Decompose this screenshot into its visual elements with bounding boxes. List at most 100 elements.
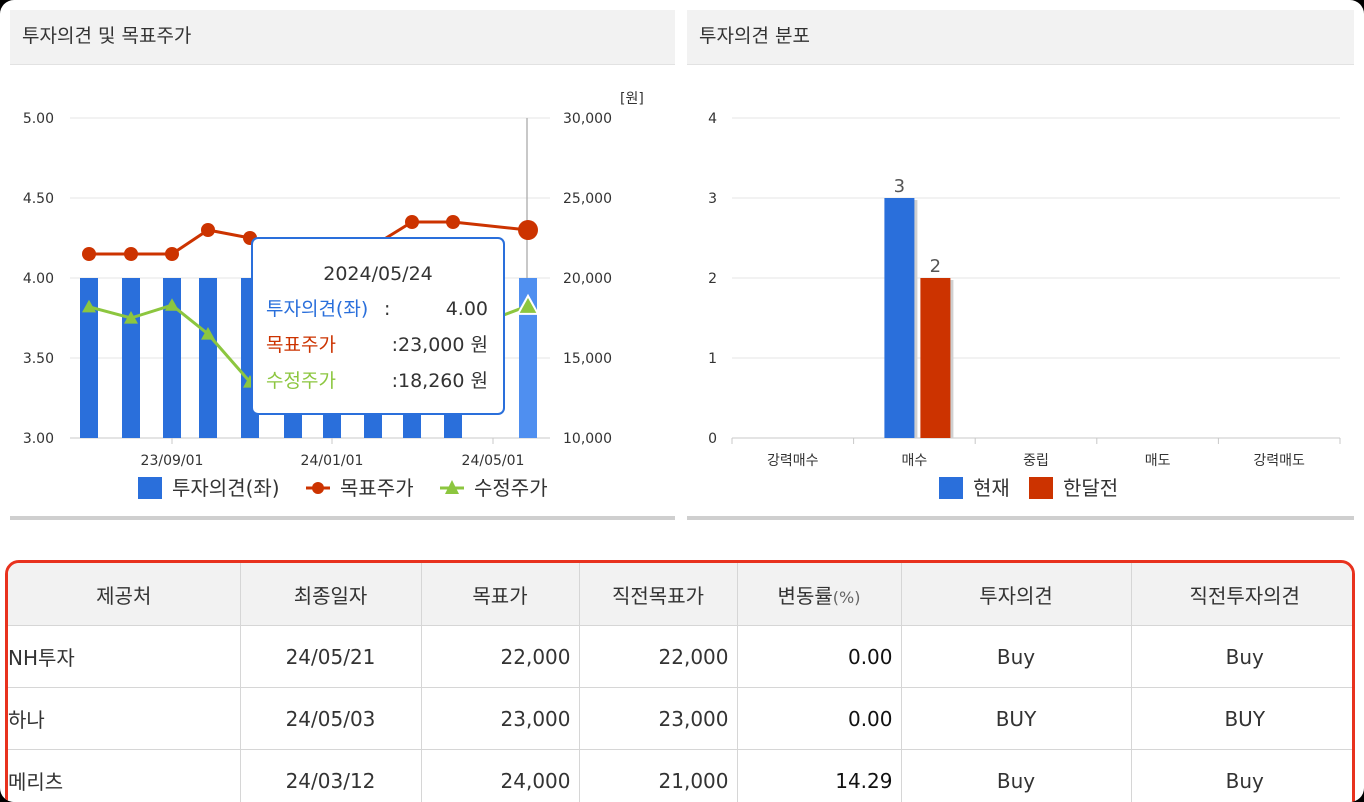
prev-opinion-cell: BUY xyxy=(1131,687,1352,750)
adjusted-price-point[interactable] xyxy=(165,298,179,311)
tooltip-colon: : xyxy=(384,298,390,320)
y-right-tick-label: 30,000 xyxy=(563,111,612,127)
y-right-tick-label: 20,000 xyxy=(563,271,612,287)
y-left-tick-label: 4.50 xyxy=(23,191,54,207)
opinion-bar[interactable] xyxy=(163,278,181,438)
adjusted-price-point[interactable] xyxy=(82,299,96,313)
y-tick-label: 4 xyxy=(708,111,717,127)
adjusted-price-point[interactable] xyxy=(201,327,215,340)
legend-item[interactable]: 현재 xyxy=(939,476,1010,500)
x-tick-label: 23/09/01 xyxy=(141,453,204,469)
tooltip-value: :23,000 원 xyxy=(392,334,488,356)
legend-label: 목표주가 xyxy=(340,476,414,500)
y-left-tick-label: 3.50 xyxy=(23,351,54,367)
adjusted-price-point[interactable] xyxy=(516,293,540,315)
provider-cell: 하나 xyxy=(8,687,241,750)
header-change-unit: (%) xyxy=(832,587,861,607)
tooltip-box xyxy=(251,237,505,415)
target-price-cell: 24,000 xyxy=(421,749,580,802)
distribution-bar[interactable] xyxy=(884,198,915,438)
legend-item[interactable]: 한달전 xyxy=(1029,476,1118,500)
table-row[interactable]: NH투자 24/05/21 22,000 22,000 0.00 Buy Buy xyxy=(8,625,1352,688)
table-row[interactable]: 메리츠 24/03/12 24,000 21,000 14.29 Buy Buy xyxy=(8,749,1352,802)
prev-target-price-cell: 23,000 xyxy=(579,687,738,750)
target-price-point[interactable] xyxy=(446,215,460,229)
x-tick-label: 강력매수 xyxy=(767,453,819,469)
target-price-point[interactable] xyxy=(82,247,96,261)
date-cell: 24/05/03 xyxy=(240,687,422,750)
legend-swatch xyxy=(939,477,963,499)
y-tick-label: 2 xyxy=(708,271,717,287)
x-tick-label: 중립 xyxy=(1023,453,1049,469)
target-price-cell: 23,000 xyxy=(421,687,580,750)
date-cell: 24/03/12 xyxy=(240,749,422,802)
header-change-label: 변동률 xyxy=(777,583,833,608)
prev-target-price-cell: 21,000 xyxy=(579,749,738,802)
opinion-bar[interactable] xyxy=(80,278,98,438)
table-header-row: 제공처 최종일자 목표가 직전목표가 변동률(%) 투자의견 직전투자의견 xyxy=(8,563,1352,626)
header-change[interactable]: 변동률(%) xyxy=(737,563,902,626)
x-tick-label: 강력매도 xyxy=(1253,453,1305,469)
opinion-cell: BUY xyxy=(901,687,1132,750)
panel-divider xyxy=(687,516,1354,520)
change-rate-cell: 0.00 xyxy=(737,625,902,688)
target-price-point[interactable] xyxy=(165,247,179,261)
distribution-bar[interactable] xyxy=(920,278,951,438)
chart-tooltip: 2024/05/24 투자의견(좌): 4.00 목표주가:23,000 원수정주가:… xyxy=(251,237,505,415)
tooltip-value: :18,260 원 xyxy=(392,370,488,392)
legend-label: 투자의견(좌) xyxy=(172,476,280,500)
opinion-bar[interactable] xyxy=(122,278,140,438)
tooltip-label: 수정주가 xyxy=(266,370,336,392)
legend-swatch-marker xyxy=(312,482,324,494)
legend-item[interactable]: 투자의견(좌) xyxy=(138,476,280,500)
panel-title: 투자의견 및 목표주가 xyxy=(10,10,675,65)
header-prev-target[interactable]: 직전목표가 xyxy=(579,563,738,626)
panel-title: 투자의견 분포 xyxy=(687,10,1354,65)
adjusted-price-point[interactable] xyxy=(124,311,138,324)
y-right-tick-label: 10,000 xyxy=(563,431,612,447)
header-target[interactable]: 목표가 xyxy=(421,563,580,626)
legend-label: 현재 xyxy=(973,476,1010,500)
legend-item[interactable]: 목표주가 xyxy=(306,476,414,500)
opinion-target-chart[interactable]: 5.00 4.50 4.00 3.50 3.00 30,000 25,000 20,000 15… xyxy=(10,10,675,520)
opinion-cell: Buy xyxy=(901,625,1132,688)
target-price-point[interactable] xyxy=(405,215,419,229)
target-price-cell: 22,000 xyxy=(421,625,580,688)
prev-opinion-cell: Buy xyxy=(1131,749,1352,802)
tooltip-date: 2024/05/24 xyxy=(323,263,433,285)
header-provider[interactable]: 제공처 xyxy=(8,563,241,626)
header-opinion[interactable]: 투자의견 xyxy=(901,563,1132,626)
prev-opinion-cell: Buy xyxy=(1131,625,1352,688)
chart-legend: 현재 한달전 xyxy=(939,476,1118,500)
target-price-point[interactable] xyxy=(124,247,138,261)
y-left-tick-label: 5.00 xyxy=(23,111,54,127)
table-row[interactable]: 하나 24/05/03 23,000 23,000 0.00 BUY BUY xyxy=(8,687,1352,750)
y-right-tick-label: 15,000 xyxy=(563,351,612,367)
legend-item[interactable]: 수정주가 xyxy=(440,476,548,500)
date-cell: 24/05/21 xyxy=(240,625,422,688)
legend-label: 한달전 xyxy=(1063,476,1118,500)
bar-value-label: 2 xyxy=(930,256,941,277)
opinion-bar[interactable] xyxy=(199,278,217,438)
target-price-point[interactable] xyxy=(201,223,215,237)
prev-target-price-cell: 22,000 xyxy=(579,625,738,688)
target-price-point[interactable] xyxy=(518,220,538,240)
y-left-tick-label: 3.00 xyxy=(23,431,54,447)
y-tick-label: 1 xyxy=(708,351,717,367)
x-tick-label: 24/01/01 xyxy=(301,453,364,469)
header-prev-opinion[interactable]: 직전투자의견 xyxy=(1131,563,1352,626)
y-left-tick-label: 4.00 xyxy=(23,271,54,287)
change-rate-cell: 14.29 xyxy=(737,749,902,802)
header-date[interactable]: 최종일자 xyxy=(240,563,422,626)
opinion-bar[interactable] xyxy=(519,278,537,438)
chart-legend: 투자의견(좌) 목표주가 수정주가 xyxy=(138,476,548,500)
bar-value-label: 3 xyxy=(894,176,905,197)
tooltip-label: 투자의견(좌) xyxy=(266,298,368,320)
tooltip-label: 목표주가 xyxy=(266,334,336,356)
legend-swatch xyxy=(138,477,162,499)
legend-swatch-marker xyxy=(445,480,459,494)
legend-label: 수정주가 xyxy=(474,476,548,500)
opinion-target-panel: 투자의견 및 목표주가 5.00 4.50 4.00 3.50 3.00 30,000 25… xyxy=(10,10,675,520)
